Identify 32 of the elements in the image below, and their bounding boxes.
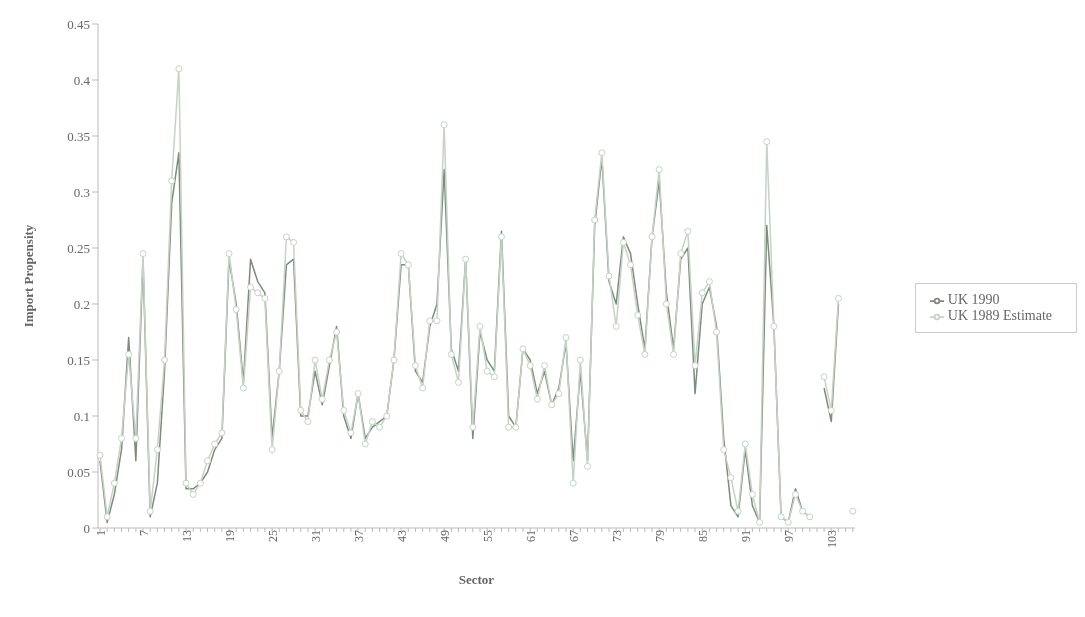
x-tick-label: 85 — [695, 530, 710, 542]
x-tick-label: 7 — [136, 530, 151, 536]
x-tick-label: 55 — [480, 530, 495, 542]
x-tick-label: 73 — [609, 530, 624, 542]
y-tick-label: 0.45 — [67, 16, 90, 32]
x-tick-label: 103 — [824, 530, 839, 548]
x-tick-label: 91 — [738, 530, 753, 542]
x-tick-label: 97 — [781, 530, 796, 542]
x-tick-label: 25 — [265, 530, 280, 542]
y-tick-label: 0.2 — [73, 296, 90, 312]
x-tick-label: 13 — [179, 530, 194, 542]
y-tick-label: 0.05 — [67, 464, 90, 480]
y-tick-label: 0.15 — [67, 352, 90, 368]
legend-label: UK 1990 — [947, 292, 1000, 307]
y-tick-label: 0.1 — [73, 408, 90, 424]
x-axis-title: Sector — [458, 572, 495, 587]
x-tick-label: 67 — [566, 530, 581, 542]
x-tick-label: 19 — [222, 530, 237, 542]
x-tick-label: 37 — [351, 530, 366, 542]
y-tick-label: 0.25 — [67, 240, 90, 256]
x-tick-label: 31 — [308, 530, 323, 542]
x-tick-label: 79 — [652, 530, 667, 542]
x-tick-label: 49 — [437, 530, 452, 542]
y-tick-label: 0 — [83, 520, 90, 536]
x-tick-label: 1 — [93, 530, 108, 536]
y-axis-title: Import Propensity — [20, 224, 36, 328]
x-tick-label: 61 — [523, 530, 538, 542]
y-tick-label: 0.35 — [67, 128, 90, 144]
y-tick-label: 0.3 — [73, 184, 90, 200]
legend-label: UK 1989 Estimate — [947, 308, 1052, 323]
y-tick-label: 0.4 — [73, 72, 91, 88]
x-tick-label: 43 — [394, 530, 409, 542]
